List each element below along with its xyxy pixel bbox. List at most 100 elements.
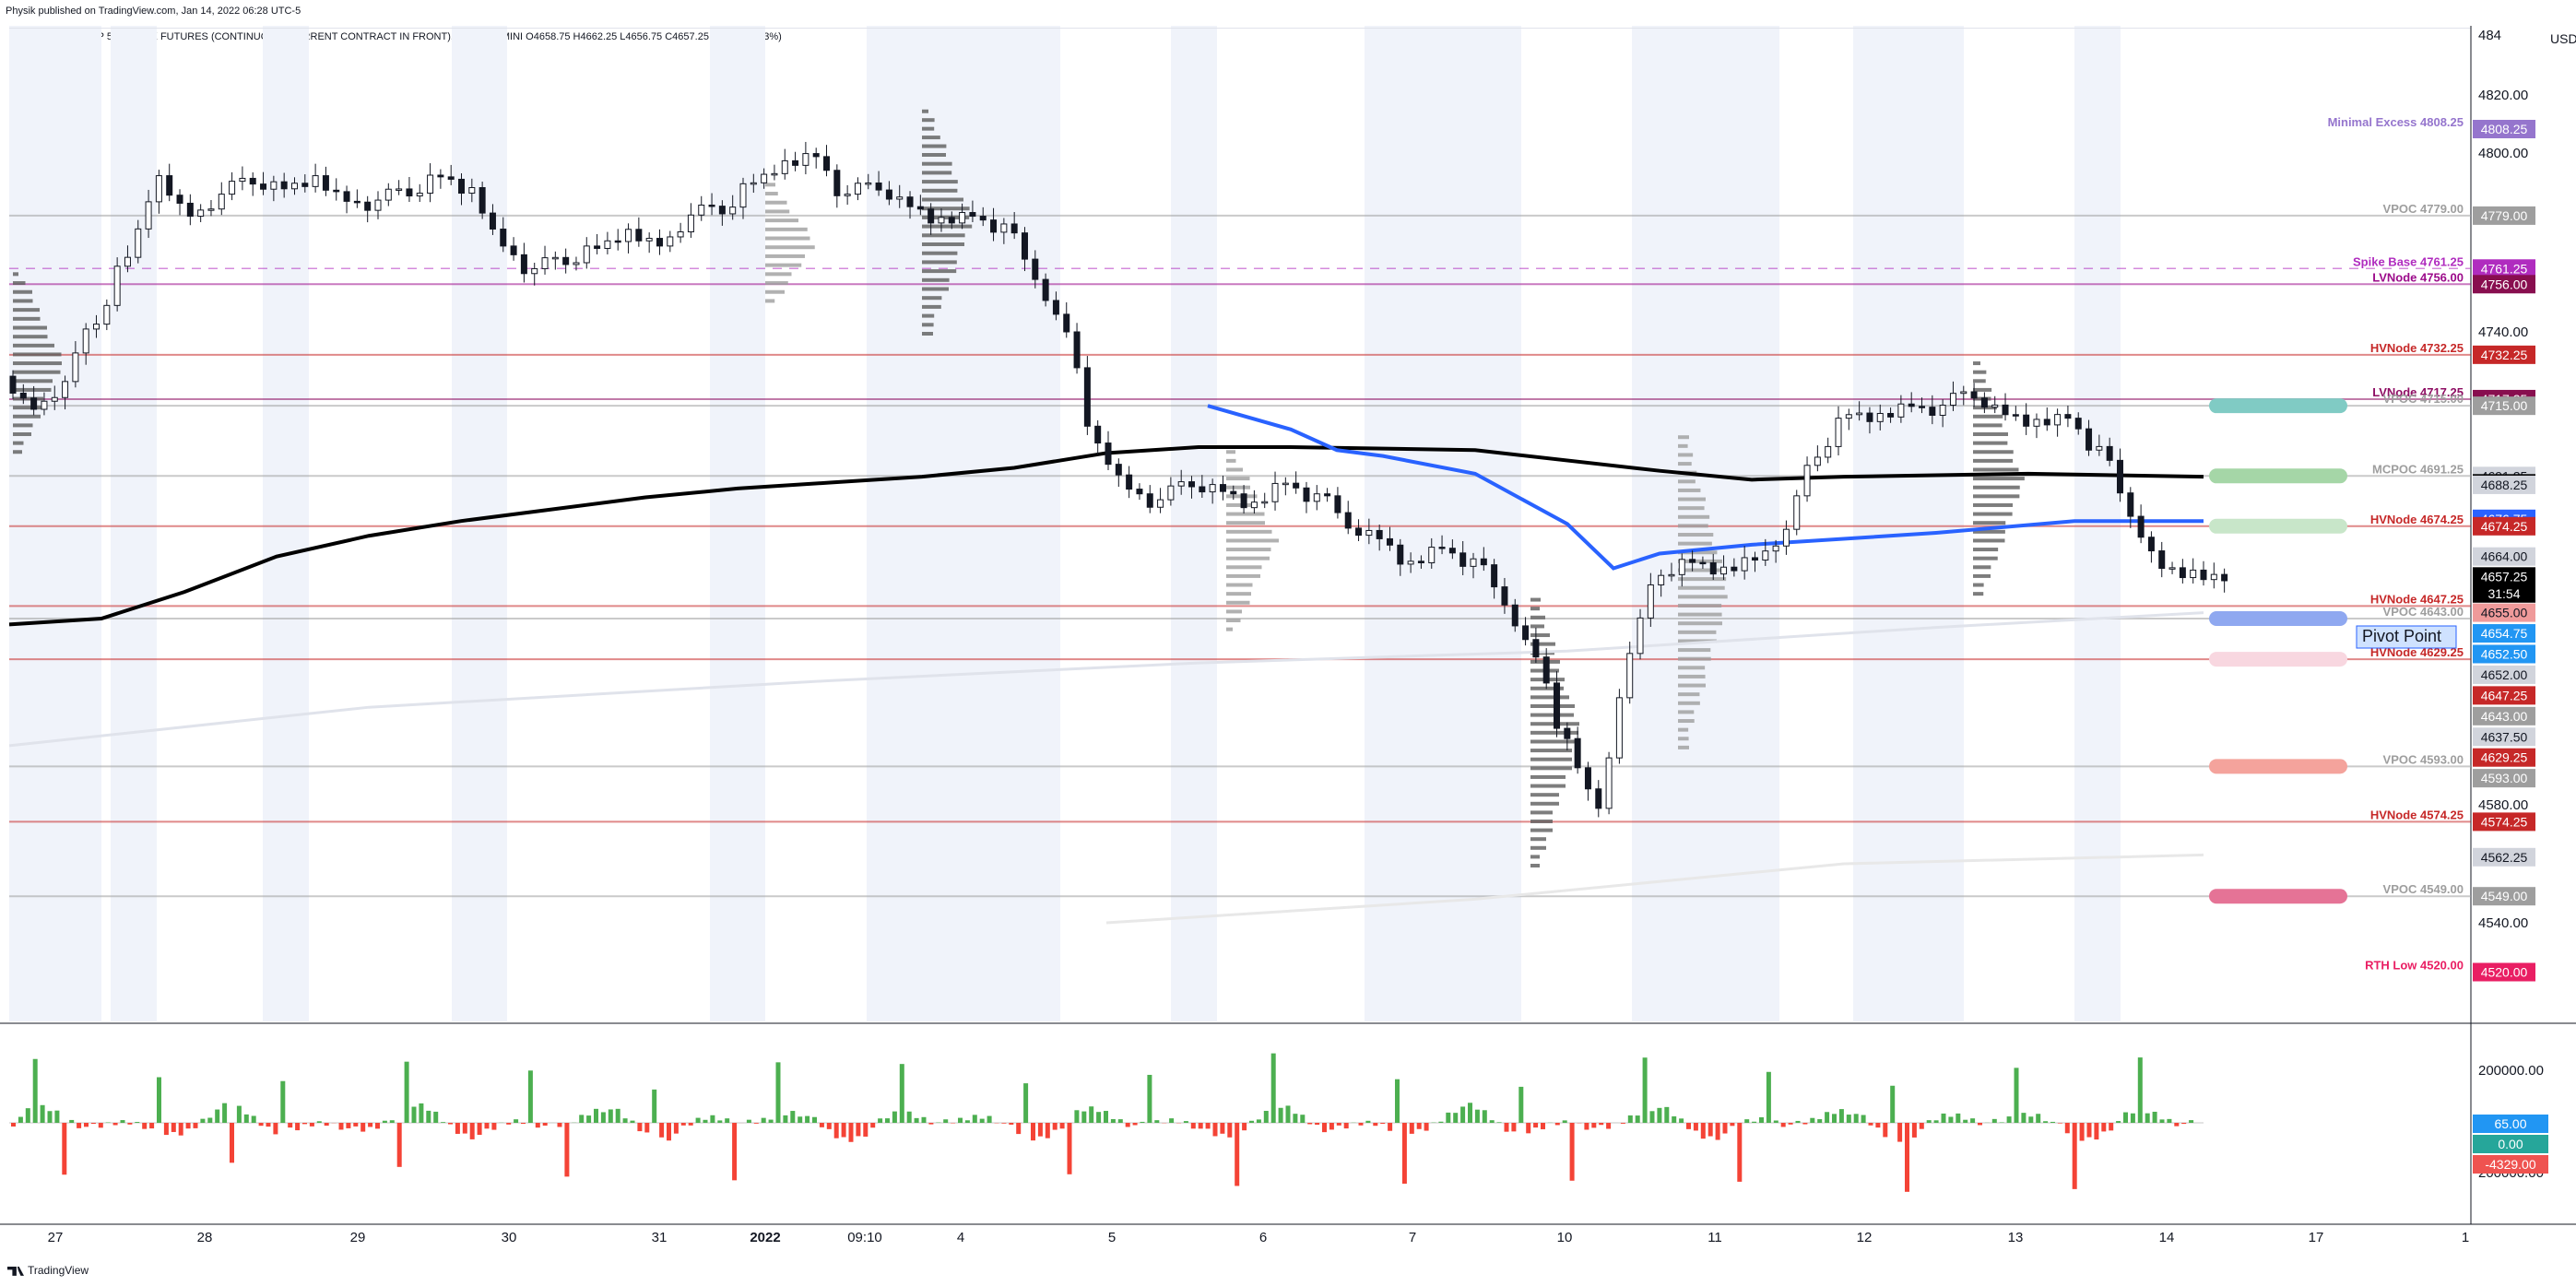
candle-body xyxy=(594,245,601,249)
volume-bar xyxy=(1110,1118,1116,1123)
profile-bar xyxy=(1678,488,1701,492)
profile-bar xyxy=(922,188,958,193)
volume-bar xyxy=(2094,1123,2099,1140)
candle-body xyxy=(1615,697,1623,759)
volume-bar xyxy=(1766,1071,1771,1123)
volume-bar xyxy=(1752,1121,1757,1123)
profile-bar xyxy=(1678,737,1689,741)
candle-body xyxy=(1250,501,1258,509)
volume-bar xyxy=(833,1123,839,1139)
profile-bar xyxy=(1678,710,1695,714)
volume-bar xyxy=(288,1123,293,1128)
profile-bar xyxy=(1678,435,1689,440)
candle-body xyxy=(2221,573,2228,582)
candle-body xyxy=(635,229,643,242)
volume-bar xyxy=(389,1120,395,1123)
volume-bar xyxy=(1446,1112,1451,1123)
price-box-label: 4657.25 xyxy=(2481,569,2528,584)
volume-bar xyxy=(1438,1121,1444,1123)
profile-bar xyxy=(922,109,928,113)
candle-body xyxy=(249,177,256,185)
candle-body xyxy=(1991,404,1999,408)
volume-bar xyxy=(62,1123,67,1175)
volume-bar xyxy=(2043,1121,2049,1123)
volume-bar xyxy=(783,1115,788,1123)
candle-body xyxy=(2116,459,2123,494)
currency-label[interactable]: USD xyxy=(2550,31,2576,46)
volume-bar xyxy=(1825,1112,1830,1123)
volume-bar xyxy=(1169,1118,1175,1123)
volume-bar xyxy=(1875,1123,1881,1128)
volume-bar xyxy=(1963,1119,1968,1123)
price-box xyxy=(2473,275,2535,294)
profile-bar xyxy=(1678,656,1711,661)
volume-bar xyxy=(1358,1123,1364,1126)
profile-bar xyxy=(1530,703,1575,708)
volume-bar xyxy=(979,1118,985,1123)
candle-body xyxy=(1793,495,1801,530)
volume-bar xyxy=(1424,1123,1429,1131)
profile-bar xyxy=(765,192,778,196)
profile-bar xyxy=(1530,607,1540,611)
volume-bar xyxy=(1125,1123,1130,1127)
level-label: VPOC 4779.00 xyxy=(2383,202,2464,216)
profile-bar xyxy=(1678,550,1718,555)
level-label: LVNode 4717.25 xyxy=(2372,385,2464,399)
candle-body xyxy=(1887,412,1895,418)
volume-bar xyxy=(1584,1123,1589,1130)
profile-bar xyxy=(1226,450,1235,454)
candle-body xyxy=(30,397,38,410)
candle-body xyxy=(82,328,89,354)
tradingview-footer[interactable]: TradingView xyxy=(7,1264,89,1277)
price-tick: 4580.00 xyxy=(2478,797,2528,813)
volume-bar xyxy=(622,1118,628,1123)
candle-body xyxy=(1386,537,1393,546)
volume-bar xyxy=(1140,1121,1145,1123)
profile-bar xyxy=(13,432,31,437)
candle-body xyxy=(896,196,904,200)
volume-bar xyxy=(273,1123,278,1135)
volume-bar xyxy=(77,1123,82,1128)
volume-bar xyxy=(448,1123,453,1125)
profile-bar xyxy=(1678,577,1727,582)
profile-bar xyxy=(1530,855,1540,859)
profile-bar xyxy=(765,263,802,267)
profile-bar xyxy=(1973,414,2003,419)
profile-bar xyxy=(765,245,815,250)
profile-bar xyxy=(1678,603,1722,608)
volume-bar xyxy=(1104,1111,1108,1123)
candle-body xyxy=(1240,493,1247,509)
candle-body xyxy=(9,375,17,394)
candle-body xyxy=(1762,550,1769,561)
candle-body xyxy=(1532,639,1540,658)
volume-bar xyxy=(1329,1123,1334,1130)
time-tick: 30 xyxy=(502,1230,517,1245)
volume-bar xyxy=(157,1077,161,1123)
volume-bar xyxy=(1715,1123,1720,1140)
profile-bar xyxy=(1530,801,1559,806)
profile-bar xyxy=(13,370,61,374)
profile-bar xyxy=(765,281,788,286)
candle-body xyxy=(625,229,632,242)
profile-bar xyxy=(1973,467,2019,472)
candle-body xyxy=(2033,419,2040,427)
level-zone xyxy=(2209,468,2347,484)
price-box-label: 4654.75 xyxy=(2481,626,2528,641)
volume-bar xyxy=(1220,1123,1225,1134)
candle-body xyxy=(802,153,809,166)
publisher-caption: Physik published on TradingView.com, Jan… xyxy=(6,6,301,17)
time-tick: 31 xyxy=(652,1230,668,1245)
volume-bar xyxy=(1059,1123,1065,1129)
price-box-label: 4779.00 xyxy=(2481,208,2528,223)
candle-body xyxy=(928,208,935,224)
profile-bar xyxy=(1226,556,1270,560)
volume-bar xyxy=(1285,1105,1291,1123)
volume-bar xyxy=(1504,1123,1509,1132)
profile-bar xyxy=(1678,692,1700,697)
volume-bar xyxy=(18,1116,23,1123)
price-box-label: 4593.00 xyxy=(2481,771,2528,785)
profile-bar xyxy=(13,325,47,330)
volume-bar xyxy=(426,1110,431,1123)
volume-bar xyxy=(921,1116,927,1123)
